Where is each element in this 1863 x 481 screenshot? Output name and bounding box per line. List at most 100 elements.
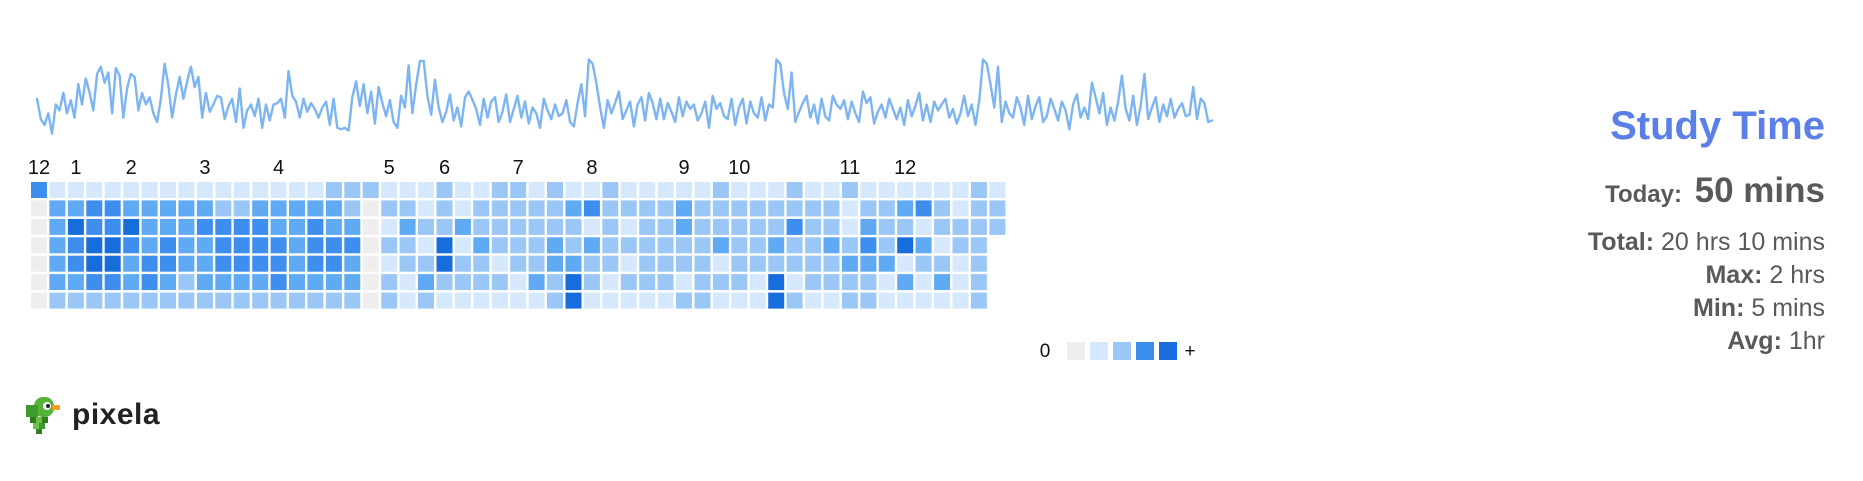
heatmap-cell[interactable] xyxy=(841,237,858,254)
heatmap-cell[interactable] xyxy=(67,182,84,198)
heatmap-cell[interactable] xyxy=(418,182,434,198)
heatmap-cell[interactable] xyxy=(86,255,103,272)
heatmap-cell[interactable] xyxy=(215,255,232,272)
heatmap-cell[interactable] xyxy=(436,274,453,291)
heatmap-cell[interactable] xyxy=(196,237,213,254)
heatmap-cell[interactable] xyxy=(952,292,969,309)
heatmap-cell[interactable] xyxy=(565,255,582,272)
heatmap-cell[interactable] xyxy=(620,200,637,217)
heatmap-cell[interactable] xyxy=(344,200,361,217)
heatmap-cell[interactable] xyxy=(510,237,527,254)
heatmap-cell[interactable] xyxy=(67,292,84,309)
heatmap-cell[interactable] xyxy=(86,218,103,235)
heatmap-cell[interactable] xyxy=(362,237,379,254)
heatmap-cell[interactable] xyxy=(86,292,103,309)
heatmap-cell[interactable] xyxy=(31,255,47,272)
heatmap-cell[interactable] xyxy=(915,255,932,272)
heatmap-cell[interactable] xyxy=(289,255,305,272)
heatmap-cell[interactable] xyxy=(270,200,287,217)
heatmap-cell[interactable] xyxy=(786,274,803,291)
heatmap-cell[interactable] xyxy=(381,292,398,309)
heatmap-cell[interactable] xyxy=(768,182,785,198)
heatmap-cell[interactable] xyxy=(454,218,471,235)
heatmap-cell[interactable] xyxy=(602,218,619,235)
heatmap-cell[interactable] xyxy=(362,200,379,217)
heatmap-cell[interactable] xyxy=(233,237,250,254)
heatmap-cell[interactable] xyxy=(510,274,527,291)
heatmap-cell[interactable] xyxy=(160,292,176,309)
heatmap-cell[interactable] xyxy=(289,182,305,198)
heatmap-cell[interactable] xyxy=(141,182,158,198)
heatmap-cell[interactable] xyxy=(160,237,176,254)
heatmap-cell[interactable] xyxy=(676,274,692,291)
heatmap-cell[interactable] xyxy=(491,182,508,198)
heatmap-cell[interactable] xyxy=(878,218,895,235)
heatmap-cell[interactable] xyxy=(528,200,545,217)
heatmap-cell[interactable] xyxy=(583,274,600,291)
heatmap-cell[interactable] xyxy=(289,200,305,217)
heatmap-cell[interactable] xyxy=(749,292,766,309)
heatmap-cell[interactable] xyxy=(786,182,803,198)
heatmap-cell[interactable] xyxy=(362,274,379,291)
heatmap-cell[interactable] xyxy=(657,255,674,272)
heatmap-cell[interactable] xyxy=(897,292,914,309)
heatmap-cell[interactable] xyxy=(731,218,748,235)
heatmap-cell[interactable] xyxy=(418,292,434,309)
heatmap-cell[interactable] xyxy=(694,200,711,217)
heatmap-cell[interactable] xyxy=(123,292,140,309)
heatmap-cell[interactable] xyxy=(970,292,987,309)
heatmap-cell[interactable] xyxy=(196,200,213,217)
heatmap-cell[interactable] xyxy=(252,218,269,235)
heatmap-cell[interactable] xyxy=(749,182,766,198)
heatmap-cell[interactable] xyxy=(786,237,803,254)
heatmap-cell[interactable] xyxy=(270,218,287,235)
heatmap-cell[interactable] xyxy=(897,274,914,291)
heatmap-cell[interactable] xyxy=(915,200,932,217)
heatmap-cell[interactable] xyxy=(878,255,895,272)
heatmap-cell[interactable] xyxy=(123,274,140,291)
heatmap-cell[interactable] xyxy=(473,182,490,198)
heatmap-cell[interactable] xyxy=(749,237,766,254)
heatmap-cell[interactable] xyxy=(970,200,987,217)
heatmap-cell[interactable] xyxy=(639,237,656,254)
heatmap-cell[interactable] xyxy=(676,237,692,254)
heatmap-cell[interactable] xyxy=(196,292,213,309)
heatmap-cell[interactable] xyxy=(731,292,748,309)
heatmap-cell[interactable] xyxy=(344,182,361,198)
heatmap-cell[interactable] xyxy=(694,237,711,254)
heatmap-cell[interactable] xyxy=(473,255,490,272)
heatmap-cell[interactable] xyxy=(805,218,822,235)
heatmap-cell[interactable] xyxy=(436,255,453,272)
heatmap-cell[interactable] xyxy=(565,292,582,309)
heatmap-cell[interactable] xyxy=(639,274,656,291)
heatmap-cell[interactable] xyxy=(325,218,342,235)
heatmap-cell[interactable] xyxy=(768,237,785,254)
heatmap-cell[interactable] xyxy=(325,182,342,198)
heatmap-cell[interactable] xyxy=(86,274,103,291)
heatmap-cell[interactable] xyxy=(454,182,471,198)
heatmap-cell[interactable] xyxy=(196,182,213,198)
heatmap-cell[interactable] xyxy=(307,218,324,235)
heatmap-cell[interactable] xyxy=(196,255,213,272)
heatmap-cell[interactable] xyxy=(436,200,453,217)
heatmap-cell[interactable] xyxy=(823,255,840,272)
heatmap-cell[interactable] xyxy=(583,237,600,254)
heatmap-cell[interactable] xyxy=(878,237,895,254)
heatmap-cell[interactable] xyxy=(104,237,121,254)
heatmap-cell[interactable] xyxy=(270,255,287,272)
heatmap-cell[interactable] xyxy=(676,200,692,217)
heatmap-cell[interactable] xyxy=(454,237,471,254)
heatmap-cell[interactable] xyxy=(178,292,195,309)
heatmap-cell[interactable] xyxy=(970,255,987,272)
heatmap-cell[interactable] xyxy=(381,218,398,235)
heatmap-cell[interactable] xyxy=(123,237,140,254)
heatmap-cell[interactable] xyxy=(86,200,103,217)
heatmap-cell[interactable] xyxy=(104,200,121,217)
heatmap-cell[interactable] xyxy=(970,274,987,291)
heatmap-cell[interactable] xyxy=(915,182,932,198)
heatmap-cell[interactable] xyxy=(270,292,287,309)
heatmap-cell[interactable] xyxy=(620,255,637,272)
heatmap-cell[interactable] xyxy=(436,292,453,309)
heatmap-cell[interactable] xyxy=(860,237,877,254)
heatmap-cell[interactable] xyxy=(141,274,158,291)
